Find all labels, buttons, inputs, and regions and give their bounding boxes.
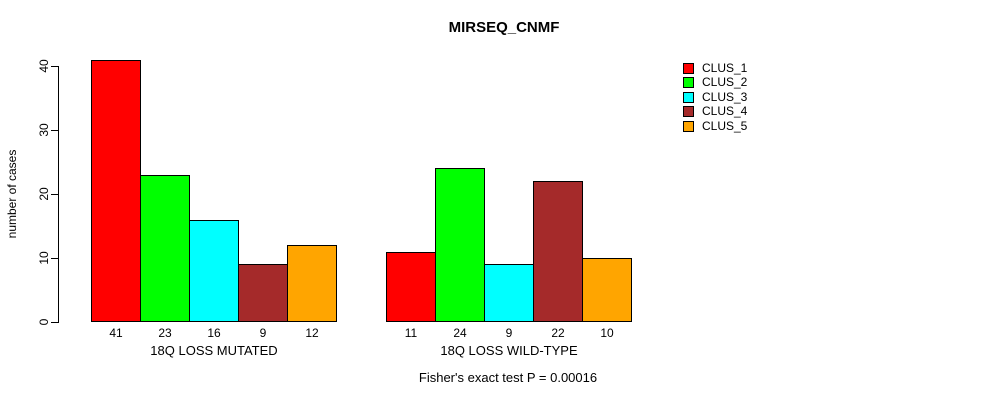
bar-clus-5-18q-loss-wild-type [582, 258, 632, 322]
bar-clus-3-18q-loss-mutated [189, 220, 239, 322]
bar-value-label: 9 [259, 326, 267, 340]
bar-value-label: 22 [551, 326, 565, 340]
bar-clus-1-18q-loss-mutated [91, 60, 141, 322]
bar-value-label: 11 [404, 326, 418, 340]
y-axis-tick-label: 40 [37, 59, 51, 73]
group-label-18q-loss-wild-type: 18Q LOSS WILD-TYPE [440, 343, 578, 358]
y-axis-tick [51, 322, 58, 323]
bar-value-label: 10 [600, 326, 614, 340]
y-axis-line [58, 66, 59, 323]
y-axis-tick [51, 66, 58, 67]
y-axis-tick-label: 30 [37, 123, 51, 137]
y-axis-tick [51, 258, 58, 259]
y-axis-tick [51, 130, 58, 131]
y-axis-tick-label: 10 [37, 251, 51, 265]
bar-clus-5-18q-loss-mutated [287, 245, 337, 322]
bar-value-label: 23 [158, 326, 172, 340]
y-axis-tick-label: 0 [37, 318, 51, 326]
bar-value-label: 41 [109, 326, 123, 340]
bar-clus-2-18q-loss-mutated [140, 175, 190, 322]
bar-clus-4-18q-loss-mutated [238, 264, 288, 322]
bar-clus-3-18q-loss-wild-type [484, 264, 534, 322]
bar-value-label: 9 [505, 326, 513, 340]
bar-clus-1-18q-loss-wild-type [386, 252, 436, 322]
bar-clus-4-18q-loss-wild-type [533, 181, 583, 322]
bar-value-label: 24 [453, 326, 467, 340]
y-axis-tick [51, 194, 58, 195]
y-axis-tick-label: 20 [37, 187, 51, 201]
bar-value-label: 12 [305, 326, 319, 340]
bar-clus-2-18q-loss-wild-type [435, 168, 485, 322]
chart-title: MIRSEQ_CNMF [448, 19, 560, 36]
group-label-18q-loss-mutated: 18Q LOSS MUTATED [150, 343, 278, 358]
bar-value-label: 16 [207, 326, 221, 340]
annotation-fisher-test: Fisher's exact test P = 0.00016 [418, 370, 598, 385]
